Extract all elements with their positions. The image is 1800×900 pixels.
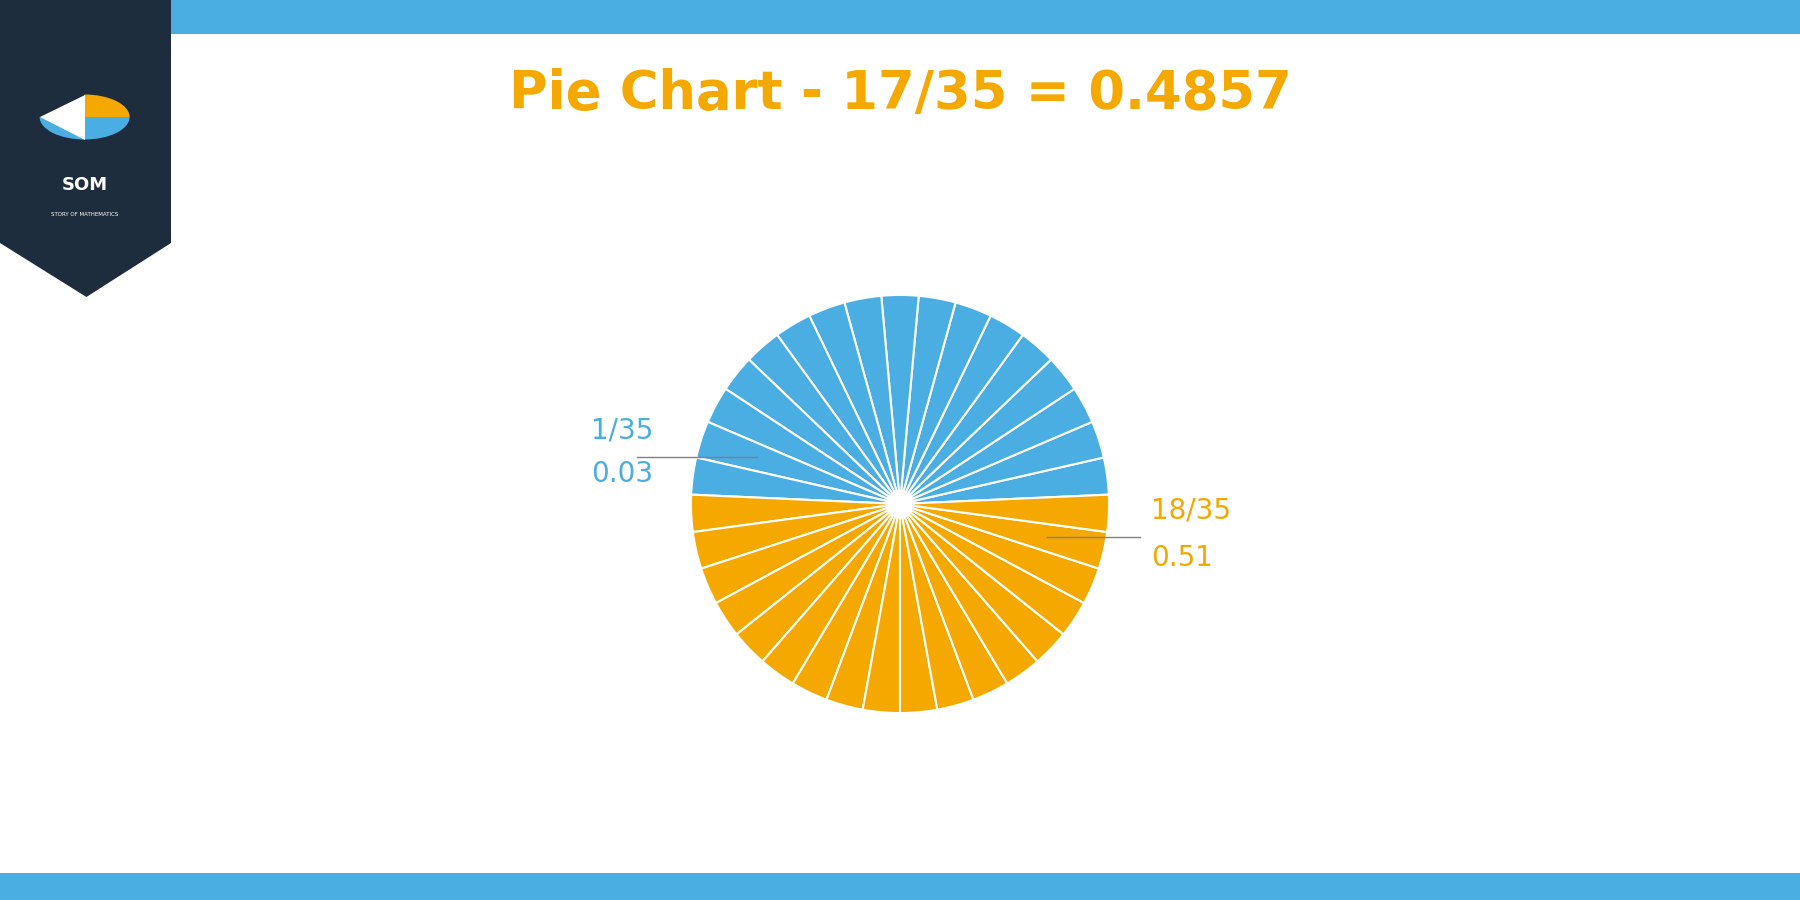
Wedge shape bbox=[900, 504, 1037, 683]
Text: 1/35: 1/35 bbox=[590, 417, 653, 445]
Wedge shape bbox=[736, 504, 900, 662]
Wedge shape bbox=[900, 504, 1084, 634]
Bar bbox=[0, 873, 1800, 900]
Text: STORY OF MATHEMATICS: STORY OF MATHEMATICS bbox=[50, 212, 119, 217]
Wedge shape bbox=[725, 359, 900, 504]
Wedge shape bbox=[810, 302, 900, 504]
Wedge shape bbox=[900, 504, 974, 710]
Wedge shape bbox=[40, 117, 130, 140]
Wedge shape bbox=[85, 94, 130, 117]
Wedge shape bbox=[763, 504, 900, 683]
Wedge shape bbox=[900, 316, 1022, 504]
Text: 18/35: 18/35 bbox=[1150, 496, 1231, 525]
Wedge shape bbox=[844, 296, 900, 504]
Polygon shape bbox=[0, 0, 171, 297]
Wedge shape bbox=[697, 422, 900, 504]
Bar bbox=[0, 0, 1800, 34]
Wedge shape bbox=[882, 295, 918, 504]
Wedge shape bbox=[792, 504, 900, 699]
Text: 0.51: 0.51 bbox=[1150, 544, 1213, 572]
Wedge shape bbox=[778, 316, 900, 504]
Wedge shape bbox=[900, 335, 1051, 504]
Wedge shape bbox=[691, 495, 900, 532]
Wedge shape bbox=[900, 504, 1107, 569]
Wedge shape bbox=[900, 296, 956, 504]
Wedge shape bbox=[702, 504, 900, 603]
Wedge shape bbox=[693, 504, 900, 569]
Wedge shape bbox=[900, 495, 1109, 532]
Wedge shape bbox=[900, 504, 938, 713]
Wedge shape bbox=[900, 302, 990, 504]
Wedge shape bbox=[691, 457, 900, 504]
Wedge shape bbox=[900, 504, 1008, 699]
Wedge shape bbox=[900, 422, 1103, 504]
Wedge shape bbox=[716, 504, 900, 634]
Text: Pie Chart - 17/35 = 0.4857: Pie Chart - 17/35 = 0.4857 bbox=[509, 68, 1291, 121]
Polygon shape bbox=[40, 117, 85, 140]
Wedge shape bbox=[900, 389, 1093, 504]
Circle shape bbox=[886, 491, 914, 518]
Text: 0.03: 0.03 bbox=[590, 460, 653, 488]
Polygon shape bbox=[40, 94, 85, 117]
Wedge shape bbox=[900, 359, 1075, 504]
Wedge shape bbox=[900, 504, 1098, 603]
Wedge shape bbox=[749, 335, 900, 504]
Text: SOM: SOM bbox=[61, 176, 108, 194]
Wedge shape bbox=[707, 389, 900, 504]
Wedge shape bbox=[900, 457, 1109, 504]
Wedge shape bbox=[900, 504, 1064, 662]
Wedge shape bbox=[826, 504, 900, 710]
Wedge shape bbox=[862, 504, 900, 713]
